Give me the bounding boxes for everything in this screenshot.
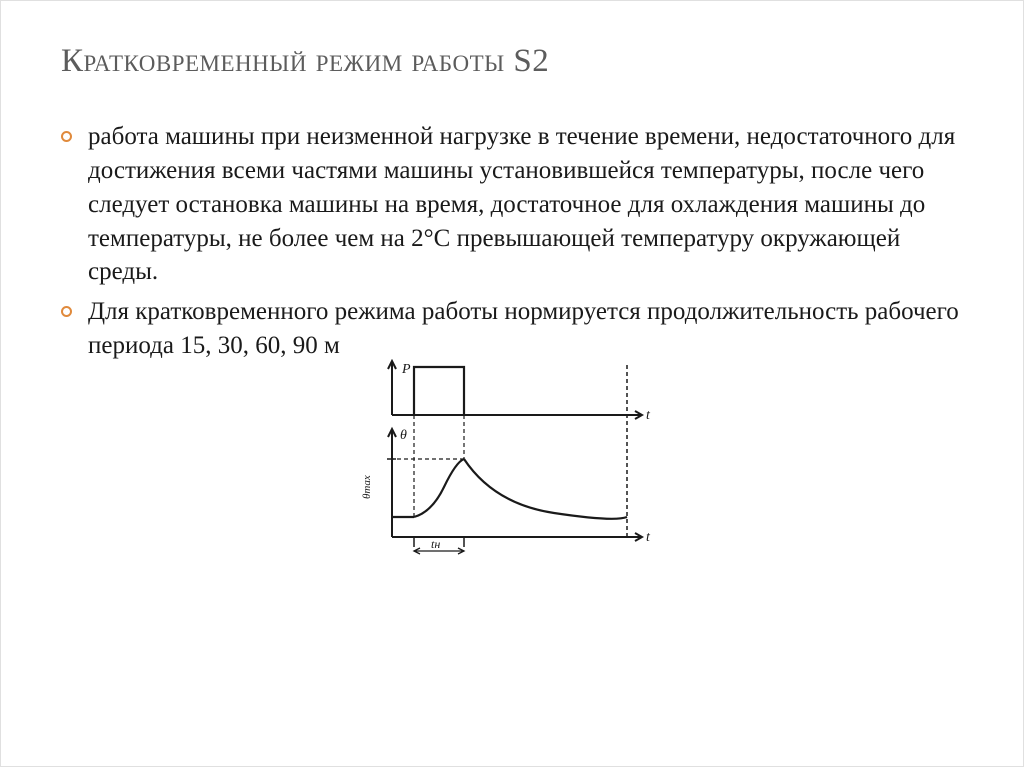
svg-text:t: t	[646, 408, 651, 423]
svg-text:P: P	[401, 362, 411, 377]
bullet-text: Для кратковременного режима работы норми…	[88, 295, 963, 363]
content-area: работа машины при неизменной нагрузке в …	[61, 120, 963, 558]
bullet-item: работа машины при неизменной нагрузке в …	[61, 120, 963, 289]
s2-mode-diagram: Pt θ t θmax tн	[352, 359, 672, 559]
bullet-text: работа машины при неизменной нагрузке в …	[88, 120, 963, 289]
bullet-marker-icon	[61, 306, 72, 317]
svg-text:θmax: θmax	[361, 475, 373, 499]
svg-text:t: t	[646, 530, 651, 545]
slide-title: Кратковременный режим работы S2	[61, 41, 963, 82]
slide-container: Кратковременный режим работы S2 работа м…	[1, 1, 1023, 599]
diagram-container: Pt θ t θmax tн	[61, 359, 963, 559]
bullet-marker-icon	[61, 131, 72, 142]
svg-text:θ: θ	[400, 428, 407, 443]
bullet-item: Для кратковременного режима работы норми…	[61, 295, 963, 363]
svg-text:tн: tн	[431, 537, 440, 551]
